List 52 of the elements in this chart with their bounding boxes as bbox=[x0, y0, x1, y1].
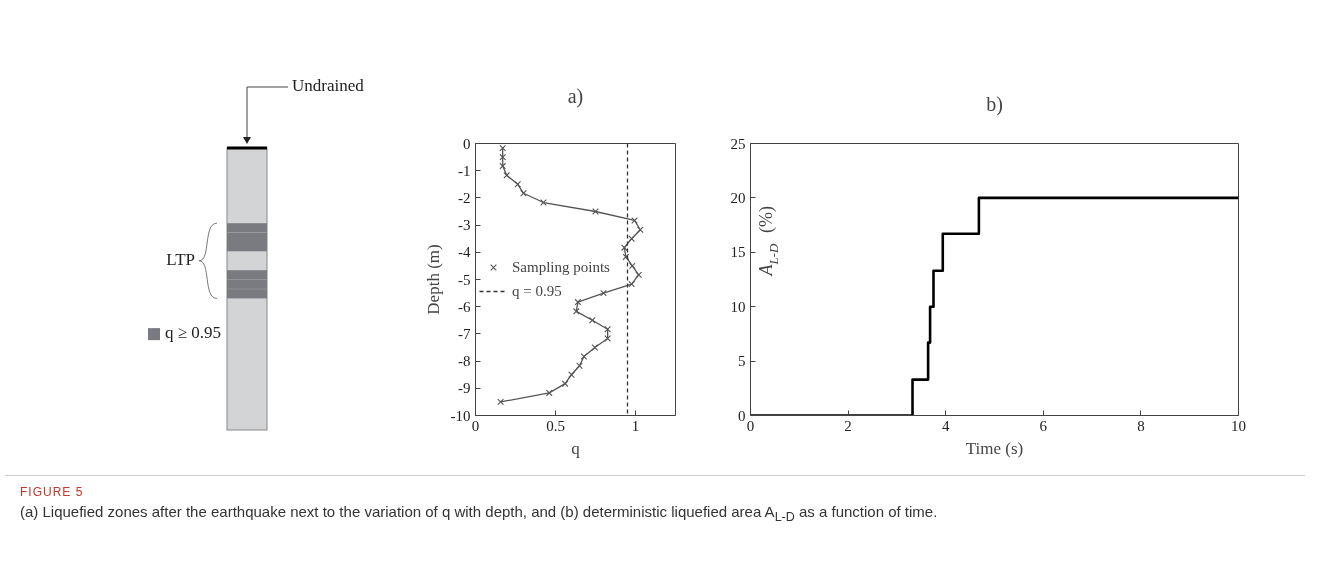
x-tick-label: 6 bbox=[1039, 417, 1048, 434]
point bbox=[628, 280, 636, 288]
x-tick-label: 4 bbox=[941, 417, 950, 434]
x-tick-label: 0.5 bbox=[546, 417, 565, 434]
caption: FIGURE 5 bbox=[20, 484, 85, 501]
text: Undrained bbox=[292, 75, 365, 95]
text: (a) Liquefied zones after the earthquake next to the variation of q with depth, and (b) deterministic liquefied area A$_{L-D}$ as a function of time. bbox=[20, 502, 938, 527]
point bbox=[628, 262, 636, 270]
y-axis-title: Depth (m) bbox=[423, 244, 443, 315]
text: q ≥ 0.95 bbox=[165, 323, 222, 343]
y-tick-label: 15 bbox=[730, 244, 746, 261]
x-tick-label: 8 bbox=[1137, 417, 1145, 434]
chart-title: b) bbox=[986, 92, 1003, 116]
y-tick-label: -10 bbox=[450, 407, 471, 424]
point bbox=[576, 362, 583, 370]
text: LTP bbox=[166, 249, 195, 269]
point bbox=[580, 353, 588, 360]
y-tick-label: -3 bbox=[458, 217, 471, 234]
y-tick-label: 25 bbox=[730, 135, 746, 152]
chart-title: a) bbox=[567, 85, 584, 108]
point bbox=[635, 271, 643, 279]
x-tick-label: 10 bbox=[1231, 417, 1246, 434]
point bbox=[561, 380, 569, 388]
x-tick-label: 1 bbox=[631, 417, 640, 434]
y-tick-label: -9 bbox=[458, 380, 471, 397]
point bbox=[568, 371, 575, 379]
point bbox=[604, 335, 612, 342]
y-tick-label: -6 bbox=[458, 298, 471, 315]
point bbox=[497, 398, 504, 406]
x-axis-title: q bbox=[571, 438, 581, 458]
y-axis-title: AL-D (%) bbox=[755, 206, 781, 277]
y-tick-label: -8 bbox=[458, 353, 471, 370]
point bbox=[499, 162, 507, 170]
y-tick-label: -1 bbox=[458, 162, 471, 179]
point bbox=[499, 144, 507, 152]
y-tick-label: -5 bbox=[458, 271, 471, 288]
legend-label: Sampling points bbox=[512, 258, 610, 276]
y-tick-label: 0 bbox=[463, 135, 471, 152]
x-axis-title: Time (s) bbox=[965, 438, 1024, 458]
point bbox=[600, 289, 607, 297]
point bbox=[591, 344, 599, 351]
y-tick-label: -7 bbox=[458, 325, 471, 342]
y-tick-label: 10 bbox=[730, 298, 746, 315]
y-tick-label: -4 bbox=[458, 244, 471, 261]
point bbox=[545, 389, 553, 397]
point bbox=[520, 189, 527, 197]
x-tick-label: 2 bbox=[844, 417, 852, 434]
y-tick-label: 20 bbox=[730, 189, 746, 206]
y-tick-label: -2 bbox=[458, 189, 471, 206]
y-tick-label: 5 bbox=[738, 353, 746, 370]
point bbox=[499, 153, 507, 161]
legend-label: q = 0.95 bbox=[512, 282, 562, 300]
